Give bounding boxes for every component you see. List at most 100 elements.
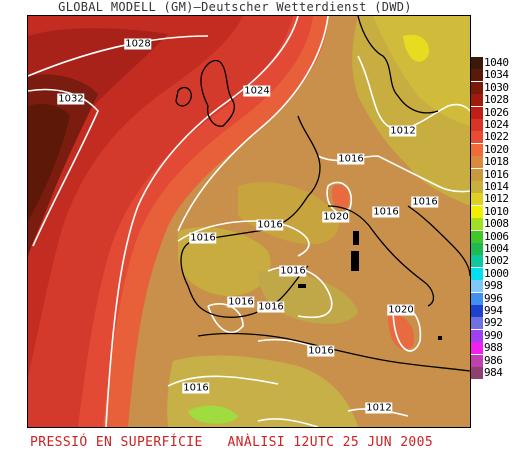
- isobar-label: 1012: [389, 125, 417, 137]
- legend-entry: 1016: [470, 169, 516, 181]
- legend-value: 998: [484, 279, 503, 292]
- isobar-label: 1024: [243, 85, 271, 97]
- isobar-label: 1016: [372, 206, 400, 218]
- isobar-label: 1016: [189, 232, 217, 244]
- legend-entry: 988: [470, 342, 516, 354]
- coast-balkans: [407, 205, 470, 277]
- legend-value: 1040: [484, 56, 509, 69]
- legend-entry: 992: [470, 317, 516, 329]
- legend-value: 1010: [484, 205, 509, 218]
- coast-britain: [200, 59, 235, 127]
- isobar-1016-sw: [207, 303, 244, 334]
- legend-swatch: [471, 57, 483, 69]
- legend-swatch: [471, 144, 483, 156]
- isobar-label: 1016: [337, 153, 365, 165]
- legend-entry: 1030: [470, 82, 516, 94]
- legend-swatch: [471, 181, 483, 193]
- legend-swatch: [471, 255, 483, 267]
- legend-entry: 984: [470, 367, 516, 379]
- legend-value: 1028: [484, 93, 509, 106]
- legend-swatch: [471, 268, 483, 280]
- legend-value: 1022: [484, 130, 509, 143]
- isobar-1028: [28, 35, 209, 77]
- legend-swatch: [471, 107, 483, 119]
- legend-value: 994: [484, 304, 503, 317]
- isobar-label: 1016: [279, 265, 307, 277]
- analysis-caption: PRESSIÓ EN SUPERFÍCIE ANÀLISI 12UTC 25 J…: [30, 435, 434, 450]
- isobar-label: 1016: [227, 296, 255, 308]
- legend-value: 1002: [484, 254, 509, 267]
- field-1032: [28, 104, 70, 221]
- legend-value: 1024: [484, 118, 509, 131]
- field-1010-ne: [403, 34, 429, 62]
- isobar-label: 1016: [182, 382, 210, 394]
- coast-north-africa: [197, 332, 470, 372]
- legend-value: 1014: [484, 180, 509, 193]
- legend-entry: 986: [470, 355, 516, 367]
- legend-value: 1008: [484, 217, 509, 230]
- legend-value: 1004: [484, 242, 509, 255]
- legend-entry: 1034: [470, 69, 516, 81]
- legend-swatch: [471, 193, 483, 205]
- legend-value: 988: [484, 341, 503, 354]
- legend-value: 1030: [484, 81, 509, 94]
- legend-swatch: [471, 119, 483, 131]
- isobar-label: 1016: [411, 196, 439, 208]
- isobar-1020: [177, 16, 329, 232]
- legend-entry: 1040: [470, 57, 516, 69]
- field-1014-iberia: [178, 227, 271, 296]
- isobar-label: 1020: [322, 211, 350, 223]
- isobar-1024: [105, 16, 299, 427]
- legend-swatch: [471, 218, 483, 230]
- legend-entry: 994: [470, 305, 516, 317]
- legend-entry: 1028: [470, 94, 516, 106]
- legend-value: 986: [484, 354, 503, 367]
- legend-value: 1000: [484, 267, 509, 280]
- isobar-1032: [28, 88, 99, 247]
- map-title: GLOBAL MODELL (GM)—Deutscher Wetterdiens…: [58, 0, 412, 14]
- pressure-map: 1028 1032 1024 1012 1016 1020 1016 1016 …: [27, 15, 471, 428]
- legend-swatch: [471, 293, 483, 305]
- isobar-label: 1016: [256, 219, 284, 231]
- legend-entry: 996: [470, 293, 516, 305]
- island-crete: [438, 336, 442, 340]
- legend-entry: 1022: [470, 131, 516, 143]
- legend-entry: 1026: [470, 107, 516, 119]
- isobar-label: 1028: [124, 38, 152, 50]
- island-mallorca: [298, 284, 306, 288]
- isobar-label: 1020: [387, 304, 415, 316]
- legend-swatch: [471, 317, 483, 329]
- legend-swatch: [471, 243, 483, 255]
- legend-swatch: [471, 169, 483, 181]
- legend-swatch: [471, 280, 483, 292]
- legend-entry: 998: [470, 280, 516, 292]
- legend-value: 990: [484, 329, 503, 342]
- legend-value: 1020: [484, 143, 509, 156]
- legend-swatch: [471, 156, 483, 168]
- legend-entry: 1020: [470, 144, 516, 156]
- legend-value: 984: [484, 366, 503, 379]
- pressure-field: [28, 16, 470, 427]
- legend-entry: 1024: [470, 119, 516, 131]
- island-corsica: [353, 231, 359, 245]
- legend-swatch: [471, 206, 483, 218]
- legend-value: 1012: [484, 192, 509, 205]
- legend-entry: 1006: [470, 231, 516, 243]
- legend-entry: 1000: [470, 268, 516, 280]
- coast-italy: [327, 205, 435, 307]
- legend-entry: 1008: [470, 218, 516, 230]
- legend-value: 1018: [484, 155, 509, 168]
- legend-entry: 1002: [470, 255, 516, 267]
- isobar-label: 1016: [307, 345, 335, 357]
- legend-entry: 990: [470, 330, 516, 342]
- field-1012-ne: [373, 16, 470, 126]
- isobar-1016-africa: [167, 375, 279, 387]
- isobar-label: 1012: [365, 402, 393, 414]
- legend-swatch: [471, 231, 483, 243]
- isobar-label: 1016: [257, 301, 285, 313]
- legend-swatch: [471, 355, 483, 367]
- field-1008-africa: [188, 405, 238, 424]
- legend-swatch: [471, 305, 483, 317]
- legend-swatch: [471, 367, 483, 379]
- isobar-label: 1032: [57, 93, 85, 105]
